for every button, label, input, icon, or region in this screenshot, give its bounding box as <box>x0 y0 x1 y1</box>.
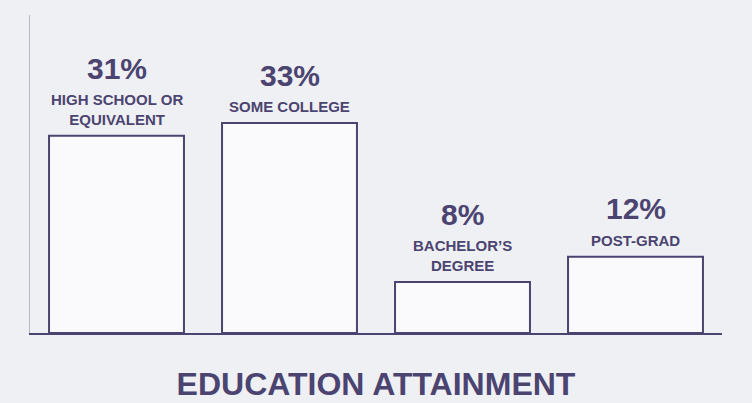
svg-text:31%: 31% <box>87 52 147 85</box>
svg-text:SOME COLLEGE: SOME COLLEGE <box>229 98 350 115</box>
svg-text:POST-GRAD: POST-GRAD <box>591 232 680 249</box>
svg-text:HIGH SCHOOL OREQUIVALENT: HIGH SCHOOL OREQUIVALENT <box>51 91 183 128</box>
svg-text:12%: 12% <box>606 192 666 225</box>
svg-text:EDUCATION ATTAINMENT: EDUCATION ATTAINMENT <box>177 366 576 402</box>
svg-text:BACHELOR’SDEGREE: BACHELOR’SDEGREE <box>413 237 512 274</box>
svg-text:33%: 33% <box>260 59 320 92</box>
svg-text:8%: 8% <box>441 198 484 231</box>
